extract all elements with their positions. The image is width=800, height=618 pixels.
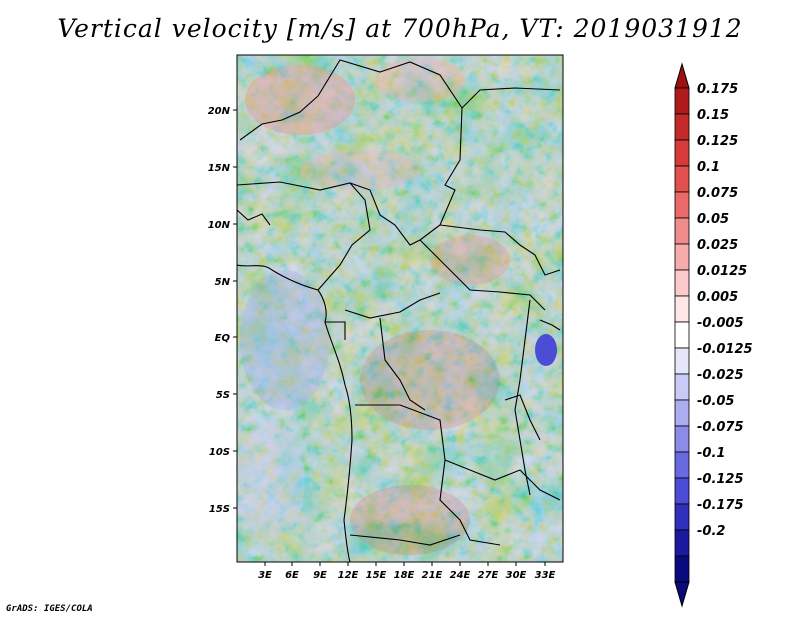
colorbar-swatch <box>674 113 690 141</box>
colorbar-swatch <box>674 477 690 505</box>
colorbar-level-label: -0.025 <box>697 368 744 383</box>
lat-label: EQ <box>215 333 231 344</box>
colorbar-level-label: 0.075 <box>697 186 738 201</box>
colorbar-level-label: -0.05 <box>697 394 734 409</box>
colorbar: 0.175 0.15 0.125 0.1 0.075 0.05 0.025 0.0125 0.0… <box>674 62 753 608</box>
colorbar-swatch <box>674 529 690 557</box>
lon-label: 12E <box>338 570 359 581</box>
lat-label: 15S <box>209 504 230 515</box>
colorbar-top-arrow <box>674 62 690 89</box>
colorbar-level-label: 0.15 <box>697 108 729 123</box>
lake-victoria <box>535 334 557 366</box>
colorbar-swatch <box>674 217 690 245</box>
colorbar-level-label: -0.2 <box>697 524 725 539</box>
colorbar-swatch <box>674 321 690 349</box>
lon-label: 15E <box>366 570 387 581</box>
longitude-axis: 3E 6E 9E 12E 15E 18E 21E 24E 27E 30E 33E <box>258 562 556 581</box>
lat-label: 10S <box>209 447 230 458</box>
colorbar-level-label: 0.0125 <box>697 264 747 279</box>
velocity-field <box>237 55 563 562</box>
colorbar-swatch <box>674 139 690 167</box>
colorbar-swatch <box>674 555 690 583</box>
colorbar-level-label: 0.005 <box>697 290 738 305</box>
lon-label: 18E <box>394 570 415 581</box>
colorbar-level-label: 0.125 <box>697 134 738 149</box>
colorbar-swatch <box>674 503 690 531</box>
chart-title: Vertical velocity [m/s] at 700hPa, VT: 2… <box>57 14 743 43</box>
colorbar-level-label: 0.175 <box>697 82 738 97</box>
colorbar-level-label: 0.05 <box>697 212 729 227</box>
colorbar-swatch <box>674 425 690 453</box>
colorbar-bottom-arrow <box>674 581 690 608</box>
colorbar-level-label: 0.025 <box>697 238 738 253</box>
colorbar-level-label: -0.005 <box>697 316 744 331</box>
political-boundaries <box>237 59 561 562</box>
grads-credit: GrADS: IGES/COLA <box>6 604 93 614</box>
lat-label: 5N <box>215 277 231 288</box>
colorbar-swatch <box>674 165 690 193</box>
lat-label: 10N <box>208 220 231 231</box>
colorbar-swatch <box>674 347 690 375</box>
colorbar-level-label: -0.075 <box>697 420 744 435</box>
lon-label: 24E <box>450 570 471 581</box>
colorbar-swatch <box>674 373 690 401</box>
lon-label: 27E <box>478 570 499 581</box>
lat-label: 20N <box>208 106 231 117</box>
lon-label: 21E <box>422 570 443 581</box>
colorbar-swatch <box>674 295 690 323</box>
colorbar-level-label: -0.175 <box>697 498 744 513</box>
lon-label: 30E <box>506 570 527 581</box>
latitude-axis: 20N 15N 10N 5N EQ 5S 10S 15S <box>208 106 237 515</box>
lon-label: 33E <box>535 570 556 581</box>
lon-label: 9E <box>313 570 327 581</box>
lat-label: 5S <box>216 390 230 401</box>
colorbar-level-label: -0.1 <box>697 446 725 461</box>
colorbar-swatch <box>674 191 690 219</box>
lat-label: 15N <box>208 163 231 174</box>
map-frame <box>236 54 564 563</box>
colorbar-swatch <box>674 243 690 271</box>
lon-label: 3E <box>258 570 272 581</box>
colorbar-level-label: 0.1 <box>697 160 720 175</box>
colorbar-swatch <box>674 399 690 427</box>
colorbar-level-label: -0.0125 <box>697 342 753 357</box>
colorbar-level-label: -0.125 <box>697 472 744 487</box>
colorbar-swatch <box>674 87 690 115</box>
colorbar-swatch <box>674 451 690 479</box>
lon-label: 6E <box>285 570 299 581</box>
colorbar-swatch <box>674 269 690 297</box>
